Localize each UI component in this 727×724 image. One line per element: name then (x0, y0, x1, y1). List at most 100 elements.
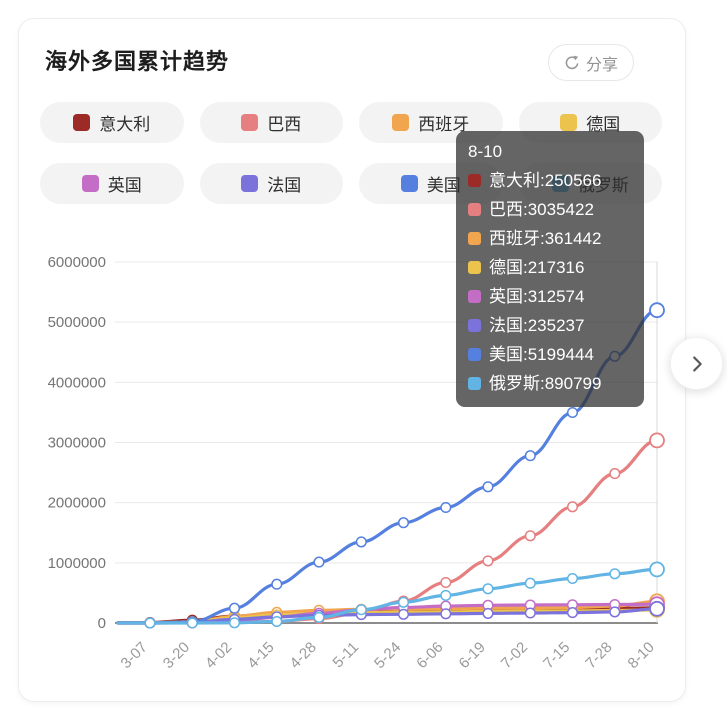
share-icon (564, 55, 580, 71)
svg-text:6-06: 6-06 (413, 639, 446, 672)
tooltip-row: 英国:312574 (468, 282, 632, 311)
svg-text:7-15: 7-15 (540, 639, 573, 672)
data-point (524, 607, 536, 619)
data-point (482, 481, 494, 493)
data-point (397, 596, 410, 608)
data-point (566, 501, 579, 513)
data-point (524, 450, 536, 462)
data-point (566, 607, 579, 619)
svg-text:6000000: 6000000 (48, 254, 106, 271)
data-point (566, 572, 579, 585)
tooltip-row: 美国:5199444 (468, 340, 632, 369)
data-point (482, 607, 494, 619)
tooltip-swatch (468, 348, 481, 361)
legend-swatch (392, 114, 410, 131)
share-button[interactable]: 分享 (548, 44, 635, 81)
tooltip-value: 美国:5199444 (489, 345, 594, 364)
tooltip-swatch (468, 290, 481, 303)
svg-text:7-02: 7-02 (498, 639, 531, 672)
legend-label: 英国 (107, 176, 142, 195)
next-chart-button[interactable] (670, 337, 723, 390)
data-point (649, 302, 665, 319)
tooltip-value: 德国:217316 (489, 258, 585, 277)
data-point (271, 578, 283, 590)
legend-label: 法国 (267, 176, 302, 195)
legend-swatch (81, 175, 99, 192)
svg-text:0: 0 (98, 615, 106, 632)
svg-text:4-28: 4-28 (287, 639, 320, 672)
legend-label: 美国 (426, 176, 461, 195)
svg-text:3-20: 3-20 (160, 639, 193, 672)
tooltip-value: 意大利:250566 (489, 171, 602, 190)
tooltip-swatch (468, 203, 481, 216)
data-point (271, 615, 283, 628)
tooltip-row: 巴西:3035422 (468, 195, 632, 224)
tooltip-swatch (468, 174, 481, 187)
data-point (355, 536, 367, 548)
tooltip-row: 俄罗斯:890799 (468, 369, 632, 398)
data-point (609, 568, 621, 580)
data-point (440, 501, 452, 514)
svg-text:3-07: 3-07 (118, 639, 151, 672)
svg-text:5-24: 5-24 (371, 639, 404, 672)
tooltip-value: 巴西:3035422 (489, 200, 594, 219)
tooltip-value: 英国:312574 (489, 287, 585, 306)
tooltip-value: 西班牙:361442 (489, 229, 602, 248)
series-markers (144, 302, 665, 629)
data-point (313, 611, 325, 623)
data-point (144, 617, 156, 629)
legend-swatch (400, 175, 418, 192)
data-point (609, 468, 621, 480)
data-point (397, 517, 410, 529)
svg-text:4-02: 4-02 (202, 639, 235, 672)
legend-item-2[interactable]: 巴西 (199, 102, 343, 143)
data-point (397, 608, 410, 620)
data-point (649, 561, 665, 578)
chevron-right-icon (692, 355, 702, 372)
legend-item-1[interactable]: 意大利 (40, 102, 184, 143)
svg-text:5-11: 5-11 (330, 639, 362, 671)
tooltip-swatch (468, 319, 481, 332)
data-point (649, 432, 665, 449)
tooltip-row: 意大利:250566 (468, 166, 632, 195)
svg-text:4000000: 4000000 (48, 374, 106, 391)
legend-swatch (241, 114, 259, 131)
tooltip-swatch (468, 232, 481, 245)
tooltip-row: 西班牙:361442 (468, 224, 632, 253)
data-point (440, 608, 452, 620)
data-point (649, 600, 665, 617)
page-title: 海外多国累计趋势 (45, 49, 230, 74)
tooltip-row: 德国:217316 (468, 253, 632, 282)
share-label: 分享 (586, 56, 619, 74)
tooltip-date: 8-10 (468, 142, 503, 161)
svg-text:6-19: 6-19 (456, 639, 489, 672)
svg-text:2000000: 2000000 (48, 495, 106, 512)
tooltip-value: 俄罗斯:890799 (489, 374, 602, 393)
svg-text:5000000: 5000000 (48, 314, 106, 331)
legend-swatch (73, 114, 91, 131)
legend-label: 西班牙 (418, 115, 470, 134)
data-point (228, 602, 241, 614)
legend-item-6[interactable]: 法国 (199, 163, 343, 204)
legend-swatch (560, 114, 578, 131)
data-point (355, 604, 367, 616)
data-point (440, 576, 452, 589)
tooltip-row: 法国:235237 (468, 311, 632, 340)
data-point (524, 530, 536, 542)
data-point (524, 577, 536, 589)
legend-item-5[interactable]: 英国 (40, 163, 184, 204)
y-axis-labels: 0 1000000 2000000 3000000 4000000 5000000 6000… (48, 254, 106, 632)
data-point (313, 556, 325, 568)
svg-text:1000000: 1000000 (48, 555, 106, 572)
tooltip-swatch (468, 261, 481, 274)
legend-label: 德国 (586, 115, 621, 134)
tooltip-value: 法国:235237 (489, 316, 585, 335)
data-point (609, 606, 621, 618)
data-point (482, 583, 494, 595)
data-point (228, 617, 241, 629)
legend-swatch (241, 175, 259, 192)
svg-text:7-28: 7-28 (582, 639, 615, 672)
svg-text:3000000: 3000000 (48, 435, 106, 452)
